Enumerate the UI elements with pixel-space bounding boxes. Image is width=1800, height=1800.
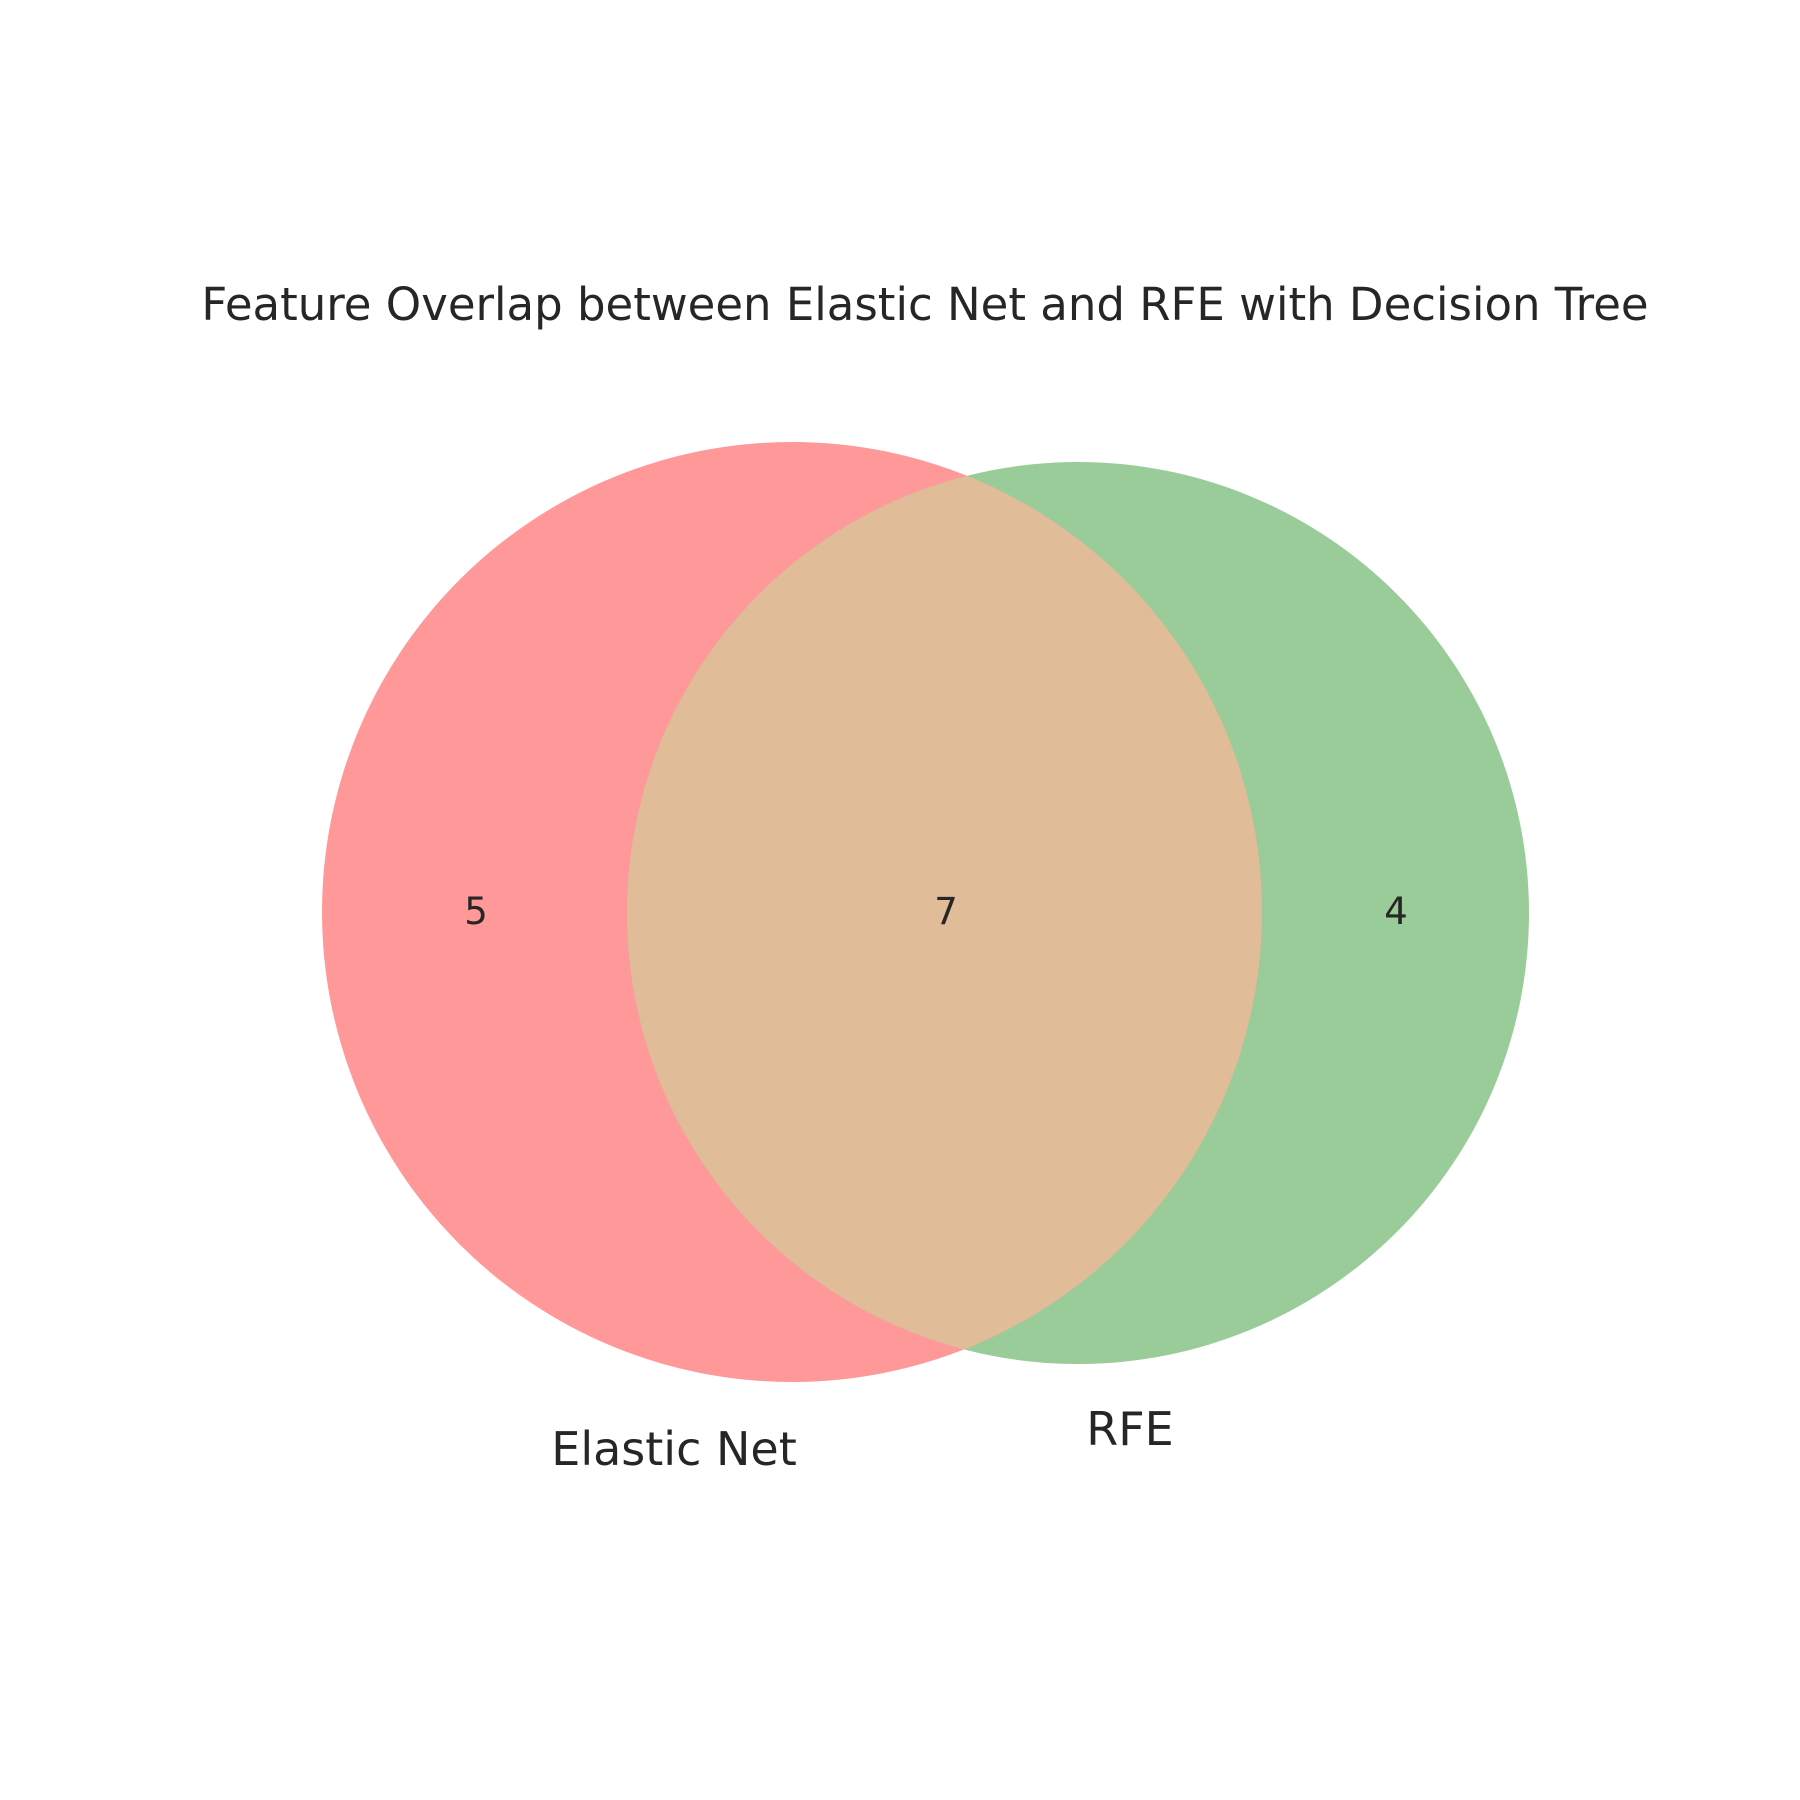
intersection-region — [627, 462, 1262, 1364]
count-intersection: 7 — [934, 890, 958, 933]
count-rfe-only: 4 — [1384, 890, 1408, 933]
set-label-elastic-net: Elastic Net — [551, 1422, 796, 1476]
count-elastic-net-only: 5 — [464, 890, 488, 933]
diagram-title: Feature Overlap between Elastic Net and … — [201, 278, 1648, 331]
set-label-rfe: RFE — [1086, 1402, 1174, 1456]
